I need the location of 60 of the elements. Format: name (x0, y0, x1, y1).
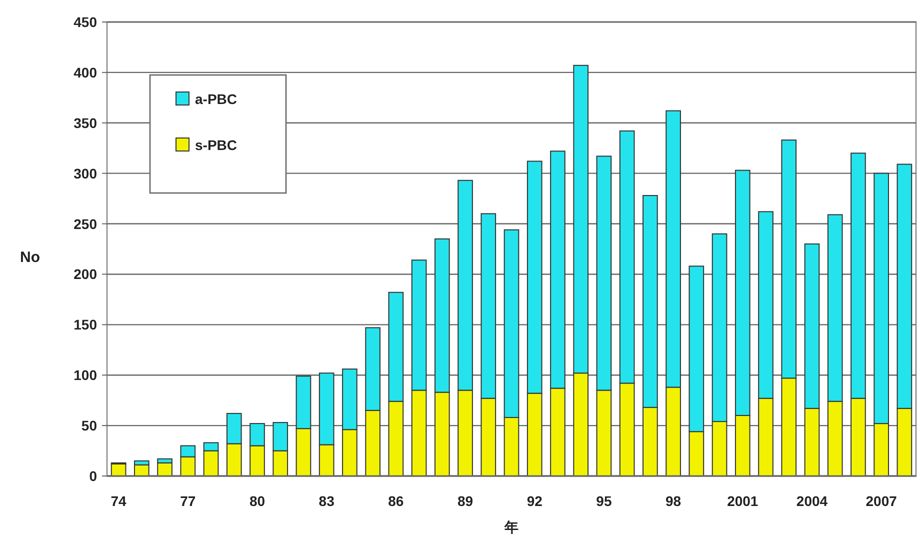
bar (365, 327, 380, 411)
bar (758, 211, 774, 399)
bar (734, 170, 750, 416)
bar (388, 292, 404, 402)
legend-label: a-PBC (195, 91, 238, 107)
bar (781, 140, 797, 379)
bar (619, 130, 635, 384)
bar (250, 423, 265, 446)
bar (411, 260, 427, 391)
bar (850, 152, 866, 399)
x-tick-label: 89 (457, 493, 474, 509)
bar (550, 150, 566, 389)
bar (712, 233, 728, 422)
bar (434, 238, 450, 393)
y-axis-title: No (20, 249, 40, 266)
bar (688, 266, 704, 432)
y-tick-label: 300 (74, 165, 98, 182)
x-tick-label: 77 (180, 493, 196, 509)
x-tick-label: 2007 (866, 493, 898, 509)
bar (480, 213, 496, 399)
x-tick-label: 2001 (727, 493, 758, 509)
bar (226, 412, 242, 444)
x-tick-label: 86 (388, 493, 404, 509)
y-tick-label: 100 (74, 367, 98, 384)
y-tick-label: 450 (74, 14, 98, 30)
y-tick-label: 400 (74, 64, 98, 80)
bar (896, 164, 912, 409)
bar (134, 460, 150, 466)
bar (157, 458, 172, 464)
bar (180, 445, 196, 458)
bar (458, 180, 473, 391)
y-tick-label: 150 (74, 316, 98, 333)
bar (596, 156, 612, 391)
bar (642, 195, 658, 408)
legend-label: s-PBC (195, 137, 238, 153)
y-tick-label: 0 (89, 468, 98, 484)
bar (318, 372, 334, 446)
bar (804, 243, 820, 409)
x-tick-label: 98 (666, 493, 682, 509)
y-tick-label: 350 (74, 114, 98, 131)
y-tick-label: 200 (74, 266, 98, 282)
bar (296, 376, 312, 430)
x-tick-label: 92 (526, 493, 543, 509)
y-tick-label: 50 (81, 418, 98, 434)
x-tick-label: 74 (110, 493, 127, 509)
x-tick-label: 95 (596, 493, 612, 509)
bar (272, 422, 288, 452)
bar (874, 172, 889, 424)
bar (203, 442, 219, 452)
y-tick-label: 250 (74, 216, 98, 232)
bar (504, 229, 520, 418)
bar (573, 64, 589, 374)
x-tick-label: 83 (318, 493, 335, 509)
bar (342, 368, 358, 430)
x-tick-label: 2004 (796, 493, 828, 509)
x-tick-label: 80 (249, 493, 266, 509)
bar (526, 160, 542, 394)
bar (827, 214, 843, 402)
bar (666, 110, 681, 388)
x-axis-title: 年 (504, 519, 518, 535)
